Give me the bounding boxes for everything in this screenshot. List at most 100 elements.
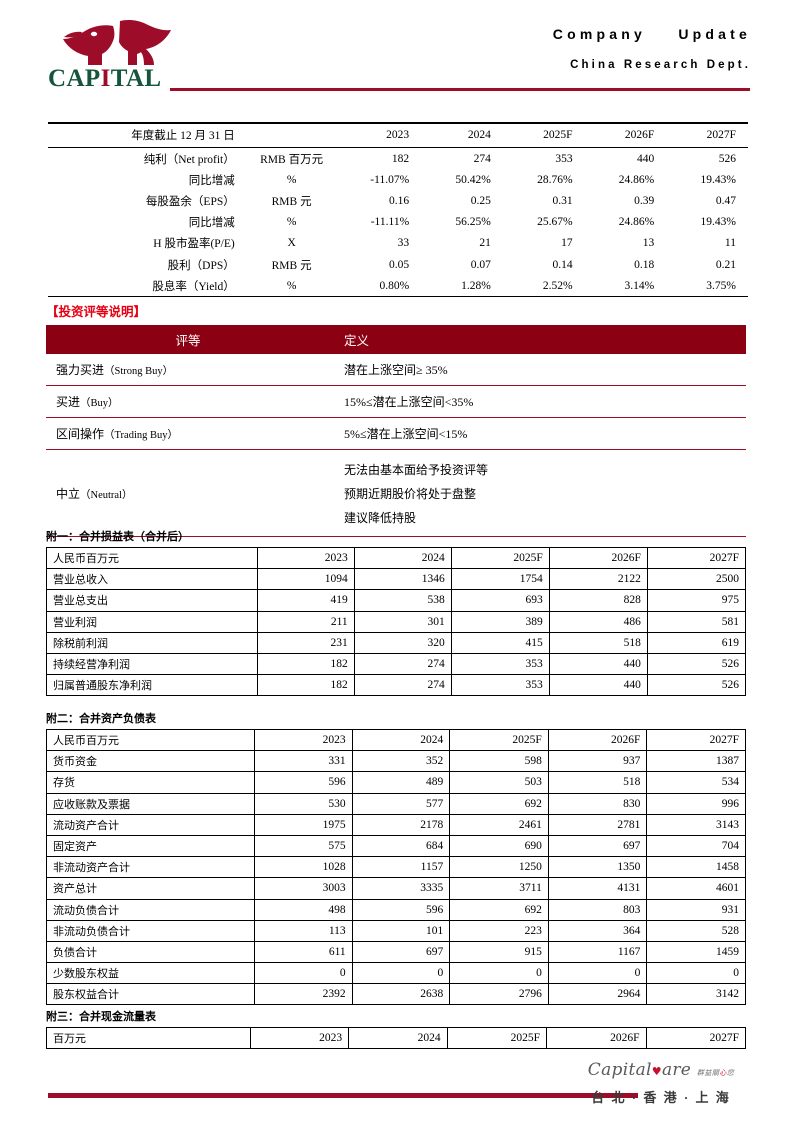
cell-value: 223 — [449, 919, 549, 942]
appendix-3-caption: 附三：合并现金流量表 — [46, 1011, 156, 1023]
cell-value: 937 — [547, 750, 648, 773]
cell-value: 2781 — [547, 813, 648, 836]
table-row: 负债合计 611 697 915 1167 1459 — [45, 940, 746, 964]
footer-divider — [48, 1093, 638, 1098]
apx3-header-2027f: 2027F — [645, 1026, 746, 1050]
header-title-block: Company Update China Research Dept. — [553, 26, 751, 71]
row-label: 流动资产合计 — [45, 813, 256, 836]
row-unit: RMB 百万元 — [260, 153, 324, 166]
cell-value: 320 — [353, 631, 452, 654]
summary-header-2024: 2024 — [421, 122, 503, 148]
cell-value: 419 — [256, 589, 355, 612]
cell-value: 25.67% — [537, 216, 573, 229]
row-label: 营业总支出 — [46, 589, 258, 612]
cell-value: 697 — [351, 940, 451, 964]
cell-value: 3335 — [351, 877, 451, 900]
rating-name: 区间操作（Trading Buy） — [46, 417, 330, 450]
cell-value: 231 — [256, 631, 355, 654]
capital-logo: CAPITAL — [48, 18, 183, 100]
cell-value: 0.16 — [389, 194, 410, 207]
table-header-row: 年度截止 12 月 31 日 2023 2024 2025F 2026F 202… — [48, 122, 748, 148]
appendix-3-section: 附三：合并现金流量表 百万元 2023 2024 2025F 2026F 202… — [46, 1008, 746, 1050]
cell-value: 996 — [646, 792, 746, 815]
cell-value: 17 — [561, 237, 573, 250]
cell-value: 692 — [449, 898, 549, 921]
apx2-header-2026f: 2026F — [547, 728, 648, 752]
appendix-1-section: 附一：合并损益表（合并后） 人民币百万元 2023 2024 2025F 202… — [46, 528, 747, 697]
table-row: 股利（DPS） RMB 元 0.05 0.07 0.14 0.18 0.21 — [48, 254, 748, 275]
cell-value: 0.05 — [389, 258, 410, 271]
cell-value: 530 — [254, 792, 353, 815]
cell-value: 3143 — [646, 813, 746, 836]
row-unit: RMB 元 — [271, 259, 312, 272]
footer-script-capital: Capital — [587, 1060, 652, 1080]
page-title: Company Update — [552, 26, 751, 42]
cell-value: 1028 — [254, 856, 353, 879]
table-row: 营业总支出 419 538 693 828 975 — [46, 589, 747, 612]
cash-flow-table: 百万元 2023 2024 2025F 2026F 2027F — [46, 1026, 746, 1050]
summary-header-unit — [244, 122, 339, 148]
row-label: 流动负债合计 — [45, 898, 256, 921]
cell-value: 526 — [646, 652, 747, 676]
table-row: 股东权益合计 2392 2638 2796 2964 3142 — [45, 983, 746, 1006]
cell-value: 353 — [555, 152, 573, 165]
apx2-header-unit: 人民币百万元 — [45, 728, 256, 752]
table-header-row: 评等 定义 — [46, 325, 746, 354]
table-row: 每股盈余（EPS） RMB 元 0.16 0.25 0.31 0.39 0.47 — [48, 190, 748, 211]
summary-header-2025f: 2025F — [502, 122, 585, 148]
table-row: 固定资产 575 684 690 697 704 — [45, 834, 746, 858]
row-label: 纯利（Net profit） — [143, 153, 235, 166]
table-row: 强力买进（Strong Buy） 潜在上涨空间≥ 35% — [46, 354, 746, 386]
cell-value: 0.80% — [338, 275, 422, 298]
table-header-row: 人民币百万元 2023 2024 2025F 2026F 2027F — [45, 728, 746, 752]
cell-value: 182 — [391, 152, 410, 165]
apx2-header-2024: 2024 — [351, 728, 451, 752]
cell-value: 0 — [646, 962, 746, 985]
apx2-header-2027f: 2027F — [646, 728, 746, 752]
apx1-header-2024: 2024 — [353, 546, 452, 570]
apx3-header-2026f: 2026F — [546, 1026, 647, 1050]
table-header-row: 百万元 2023 2024 2025F 2026F 2027F — [46, 1026, 746, 1050]
cell-value: 353 — [450, 674, 550, 697]
rating-name: 强力买进（Strong Buy） — [46, 354, 330, 386]
cell-value: 596 — [254, 771, 353, 794]
header-divider — [170, 88, 750, 91]
cell-value: 0 — [351, 962, 451, 985]
definition-line: 建议降低持股 — [344, 510, 417, 525]
cell-value: 19.43% — [700, 216, 736, 229]
table-row: 资产总计 3003 3335 3711 4131 4601 — [45, 877, 746, 900]
cell-value: 1.28% — [421, 275, 503, 298]
apx3-header-2024: 2024 — [348, 1026, 448, 1050]
cell-value: 518 — [547, 771, 648, 794]
heart-icon: ♥ — [651, 1065, 662, 1078]
rating-section-title: 【投资评等说明】 — [46, 305, 147, 319]
cell-value: 440 — [548, 674, 648, 697]
cell-value: 1458 — [646, 856, 746, 879]
cell-value: 101 — [351, 919, 451, 942]
capital-care-wordmark: Capital♥are 群益關心您 — [571, 1060, 751, 1080]
cell-value: 684 — [351, 834, 451, 858]
cell-value: 2796 — [449, 983, 549, 1006]
cell-value: 526 — [718, 152, 736, 165]
cell-value: 486 — [548, 610, 648, 633]
cell-value: 581 — [646, 610, 747, 633]
cell-value: 1350 — [547, 856, 648, 879]
cell-value: 2500 — [646, 568, 747, 591]
cell-value: -11.11% — [370, 216, 410, 229]
row-label: 营业总收入 — [46, 568, 258, 591]
rating-name-cn: 中立 — [56, 486, 81, 501]
cell-value: 0 — [547, 962, 648, 985]
cell-value: 28.76% — [537, 173, 573, 186]
rating-header-rating: 评等 — [46, 325, 330, 354]
cell-value: 915 — [449, 940, 549, 964]
appendix-2-section: 附二：合并资产负债表 人民币百万元 2023 2024 2025F 2026F … — [45, 710, 746, 1006]
page-subtitle: China Research Dept. — [570, 59, 751, 71]
table-row: 持续经营净利润 182 274 353 440 526 — [46, 652, 747, 676]
eagle-logo-icon — [63, 20, 171, 65]
cell-value: 489 — [351, 771, 451, 794]
row-label: 非流动资产合计 — [45, 856, 256, 879]
table-row: 流动负债合计 498 596 692 803 931 — [45, 898, 746, 921]
summary-header-label: 年度截止 12 月 31 日 — [48, 122, 245, 148]
cell-value: 0.39 — [634, 194, 655, 207]
cell-value: 1167 — [547, 940, 648, 964]
